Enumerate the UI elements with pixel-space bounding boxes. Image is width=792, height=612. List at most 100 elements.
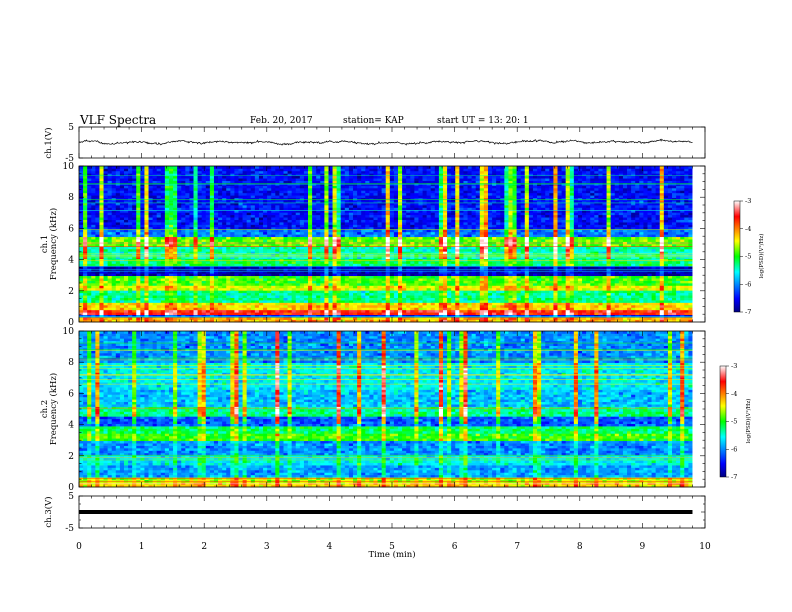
spectrogram-cell <box>99 288 103 291</box>
spectrogram-cell <box>181 298 185 301</box>
spectrogram-cell <box>120 300 124 303</box>
spectrogram-cell <box>251 220 255 223</box>
spectrogram-cell <box>153 295 157 298</box>
spectrogram-cell <box>128 217 132 220</box>
spectrogram-cell <box>210 171 214 174</box>
spectrogram-cell <box>128 317 132 320</box>
spectrogram-cell <box>247 171 251 174</box>
spectrogram-cell <box>173 222 177 225</box>
spectrogram-cell <box>140 186 144 189</box>
spectrogram-cell <box>165 212 169 215</box>
spectrogram-cell <box>157 283 161 286</box>
spectrogram-cell <box>189 232 193 235</box>
spectrogram-cell <box>161 249 165 252</box>
spectrogram-cell <box>116 193 120 196</box>
spectrogram-cell <box>181 264 185 267</box>
spectrogram-cell <box>169 232 173 235</box>
spectrogram-cell <box>251 237 255 240</box>
spectrogram-cell <box>189 310 193 313</box>
spectrogram-cell <box>214 220 218 223</box>
spectrogram-cell <box>206 222 210 225</box>
spectrogram-cell <box>198 220 202 223</box>
spectrogram-cell <box>259 312 263 315</box>
spectrogram-cell <box>104 222 108 225</box>
spectrogram-cell <box>124 225 128 228</box>
spectrogram-cell <box>185 300 189 303</box>
spectrogram-cell <box>214 190 218 193</box>
spectrogram-cell <box>149 215 153 218</box>
spectrogram-cell <box>177 190 181 193</box>
spectrogram-cell <box>124 166 128 169</box>
spectrogram-cell <box>128 303 132 306</box>
spectrogram-cell <box>247 195 251 198</box>
spectrogram-cell <box>243 249 247 252</box>
spectrogram-cell <box>128 264 132 267</box>
spectrogram-cell <box>161 285 165 288</box>
spectrogram-cell <box>112 193 116 196</box>
spectrogram-cell <box>165 273 169 276</box>
spectrogram-cell <box>206 234 210 237</box>
spectrogram-cell <box>104 234 108 237</box>
spectrogram-cell <box>104 273 108 276</box>
spectrogram-cell <box>247 305 251 308</box>
spectrogram-cell <box>243 298 247 301</box>
spectrogram-cell <box>116 273 120 276</box>
spectrogram-cell <box>87 181 91 184</box>
spectrogram-cell <box>157 305 161 308</box>
spectrogram-cell <box>214 285 218 288</box>
spectrogram-cell <box>136 229 140 232</box>
spectrogram-cell <box>91 276 95 279</box>
spectrogram-cell <box>218 198 222 201</box>
spectrogram-cell <box>79 234 83 237</box>
spectrogram-cell <box>79 171 83 174</box>
spectrogram-cell <box>202 246 206 249</box>
spectrogram-cell <box>239 168 243 171</box>
spectrogram-cell <box>165 171 169 174</box>
spectrogram-cell <box>239 239 243 242</box>
spectrogram-cell <box>112 222 116 225</box>
spectrogram-cell <box>104 181 108 184</box>
spectrogram-cell <box>128 278 132 281</box>
spectrogram-cell <box>226 207 230 210</box>
spectrogram-cell <box>177 234 181 237</box>
spectrogram-cell <box>116 295 120 298</box>
spectrogram-cell <box>169 261 173 264</box>
spectrogram-cell <box>255 166 259 169</box>
spectrogram-cell <box>247 190 251 193</box>
spectrogram-cell <box>214 222 218 225</box>
spectrogram-cell <box>120 225 124 228</box>
spectrogram-cell <box>194 217 198 220</box>
spectrogram-cell <box>112 273 116 276</box>
spectrogram-cell <box>104 293 108 296</box>
spectrogram-cell <box>149 168 153 171</box>
spectrogram-cell <box>177 300 181 303</box>
spectrogram-cell <box>173 190 177 193</box>
spectrogram-cell <box>169 188 173 191</box>
spectrogram-cell <box>136 212 140 215</box>
spectrogram-cell <box>87 176 91 179</box>
spectrogram-cell <box>87 283 91 286</box>
spectrogram-cell <box>99 283 103 286</box>
spectrogram-cell <box>144 288 148 291</box>
spectrogram-cell <box>124 215 128 218</box>
spectrogram-cell <box>87 166 91 169</box>
spectrogram-cell <box>181 212 185 215</box>
spectrogram-cell <box>83 225 87 228</box>
spectrogram-cell <box>206 303 210 306</box>
spectrogram-cell <box>144 190 148 193</box>
spectrogram-cell <box>251 198 255 201</box>
spectrogram-cell <box>198 215 202 218</box>
spectrogram-cell <box>112 188 116 191</box>
spectrogram-cell <box>234 259 238 262</box>
spectrogram-cell <box>144 176 148 179</box>
spectrogram-cell <box>169 173 173 176</box>
spectrogram-cell <box>157 249 161 252</box>
spectrogram-cell <box>116 207 120 210</box>
spectrogram-cell <box>194 300 198 303</box>
spectrogram-cell <box>181 300 185 303</box>
spectrogram-cell <box>185 217 189 220</box>
spectrogram-cell <box>198 217 202 220</box>
spectrogram-cell <box>247 295 251 298</box>
spectrogram-cell <box>251 312 255 315</box>
spectrogram-cell <box>91 195 95 198</box>
